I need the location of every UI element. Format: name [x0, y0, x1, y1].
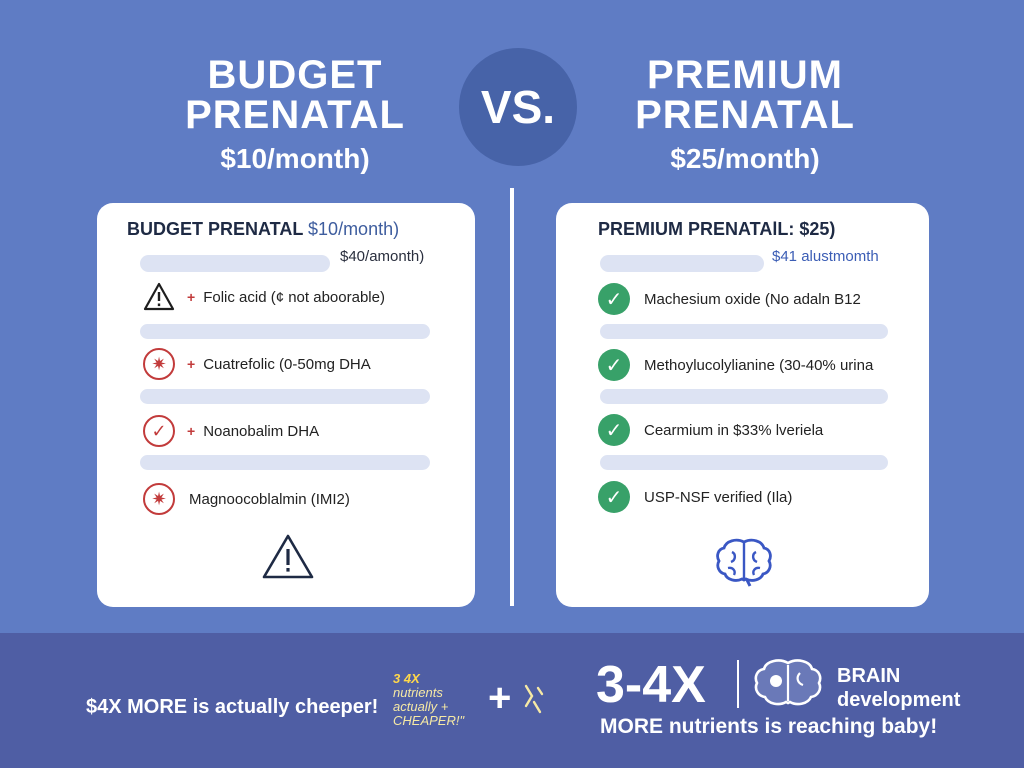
doodle-line: actually +	[393, 699, 449, 714]
doodle-line: nutrients	[393, 685, 443, 700]
budget-header-price: $10/month)	[220, 143, 370, 174]
budget-subprice-bar	[140, 255, 330, 272]
budget-item-text: Magnoocoblalmin (IMI2)	[189, 490, 350, 508]
budget-item: ✷ + Cuatrefolic (0-50mg DHA	[143, 348, 371, 380]
budget-separator	[140, 455, 430, 470]
vs-badge: VS.	[459, 48, 577, 166]
budget-item: + Folic acid (¢ not aboorable)	[143, 281, 385, 313]
sparkle-doodle-icon	[524, 684, 544, 714]
brain-icon	[754, 659, 822, 706]
budget-header-line2: PRENATAL	[185, 93, 405, 137]
premium-separator	[600, 455, 888, 470]
premium-item: ✓ Methoylucolylianine (30-40% urina	[598, 349, 873, 381]
premium-card-title: PREMIUM PRENATAlL: $25)	[598, 219, 836, 239]
check-icon: ✓	[598, 414, 630, 446]
footer-big-stat: 3-4X	[596, 656, 706, 714]
doodle-line: CHEAPER!"	[393, 713, 465, 728]
premium-header-line1: PREMIUM	[647, 53, 843, 97]
premium-item-text: USP-NSF verified (Ila)	[644, 488, 793, 506]
footer-bottom-text: MORE nutrients is reaching baby!	[600, 715, 938, 738]
budget-card-title: BUDGET PRENATAL $10/month)	[127, 219, 399, 240]
premium-item: ✓ Cearmium in $33% lveriela	[598, 414, 823, 446]
budget-card-title-price: $10/month)	[308, 219, 400, 239]
budget-item-marker: +	[187, 289, 196, 305]
premium-card: PREMIUM PRENATAlL: $25) $41 alustmomth ✓…	[556, 203, 929, 607]
center-divider	[510, 188, 514, 606]
premium-item-text: Methoylucolylianine (30-40% urina	[644, 356, 874, 374]
premium-item-text: Machesium oxide (No adaln B12	[644, 290, 861, 308]
premium-subprice-bar	[600, 255, 764, 272]
starburst-icon: ✷	[143, 483, 175, 515]
footer-plus: +	[488, 676, 512, 720]
budget-item-text: Folic acid (¢ not aboorable)	[203, 288, 385, 306]
premium-header-price: $25/month)	[670, 143, 820, 174]
budget-card-title-text: BUDGET PRENATAL	[127, 219, 304, 239]
check-icon: ✓	[598, 349, 630, 381]
premium-item: ✓ Machesium oxide (No adaln B12	[598, 283, 861, 315]
footer-doodle-text: 3 4X nutrients actually + CHEAPER!"	[393, 672, 483, 728]
budget-item: ✷ Magnoocoblalmin (IMI2)	[143, 483, 350, 515]
footer-brain-line1: BRAIN	[837, 665, 901, 687]
check-circle-icon: ✓	[143, 415, 175, 447]
footer-stat-divider	[737, 660, 739, 708]
premium-separator	[600, 389, 888, 404]
premium-header-line2: PRENATAL	[635, 93, 855, 137]
budget-item: ✓ + Noanobalim DHA	[143, 415, 319, 447]
budget-header-line1: BUDGET	[207, 53, 383, 97]
warning-icon	[262, 534, 314, 579]
premium-header: PREMIUM PRENATAL $25/month)	[600, 55, 890, 179]
doodle-line: 3 4X	[393, 671, 420, 686]
footer-brain-label: BRAIN development	[837, 664, 960, 712]
premium-separator	[600, 324, 888, 339]
budget-item-marker: +	[187, 423, 196, 439]
budget-item-text: Noanobalim DHA	[203, 422, 320, 440]
footer-band	[0, 633, 1024, 768]
starburst-icon: ✷	[143, 348, 175, 380]
check-icon: ✓	[598, 481, 630, 513]
footer-left-text: $4X MORE is actually cheeper!	[86, 696, 379, 718]
budget-header: BUDGET PRENATAL $10/month)	[150, 55, 440, 179]
budget-separator	[140, 324, 430, 339]
budget-card: BUDGET PRENATAL $10/month) $40/amonth) +…	[97, 203, 475, 607]
check-icon: ✓	[598, 283, 630, 315]
premium-subprice: $41 alustmomth	[772, 248, 879, 265]
premium-item: ✓ USP-NSF verified (Ila)	[598, 481, 792, 513]
footer-brain-line2: development	[837, 689, 961, 711]
warning-icon	[143, 282, 175, 311]
premium-item-text: Cearmium in $33% lveriela	[644, 421, 824, 439]
budget-subprice: $40/amonth)	[340, 248, 425, 265]
budget-item-marker: +	[187, 356, 196, 372]
brain-icon	[716, 538, 772, 587]
budget-item-text: Cuatrefolic (0-50mg DHA	[203, 355, 371, 373]
budget-separator	[140, 389, 430, 404]
